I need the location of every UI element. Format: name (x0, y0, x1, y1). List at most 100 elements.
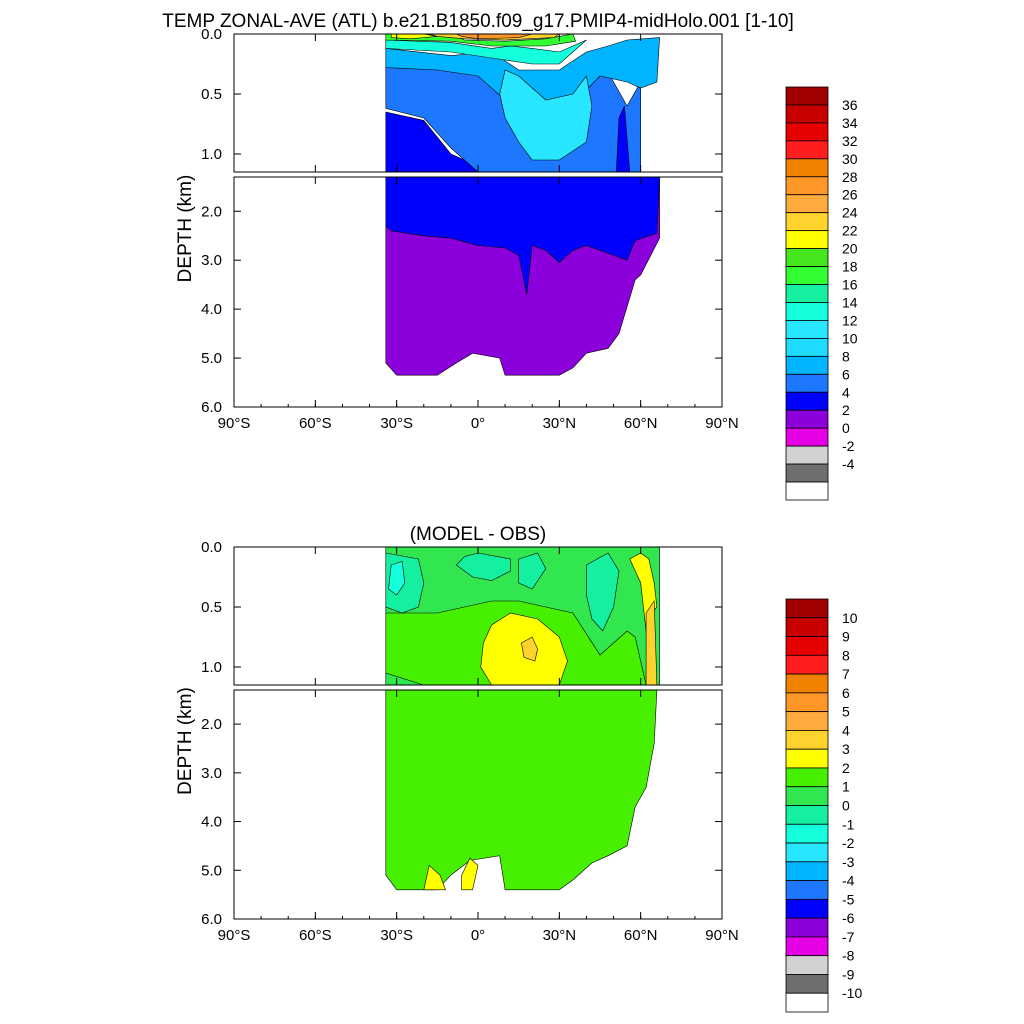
colorbar-swatch (785, 355, 829, 375)
colorbar-swatch (785, 711, 829, 731)
colorbar-swatch (785, 917, 829, 938)
colorbar-label: -5 (842, 891, 855, 907)
colorbar-swatch (785, 861, 829, 881)
x-tick-label: 30°S (380, 927, 413, 944)
contour-region (456, 34, 533, 40)
colorbar-label: 8 (842, 647, 850, 663)
contour-region (518, 552, 547, 590)
colorbar-label: 18 (842, 259, 858, 275)
lower-field (385, 177, 660, 376)
colorbar-label: 2 (842, 760, 850, 776)
y-tick-label: 2.0 (201, 716, 222, 733)
colorbar-swatch (785, 823, 829, 844)
y-tick-label: 0.5 (201, 599, 222, 616)
colorbar-label: -4 (842, 456, 855, 472)
y-tick-label: 4.0 (201, 301, 222, 318)
colorbar-swatch (785, 409, 829, 429)
temp-panel: 90°S 60°S 30°S 0° 30°N 60°N 90°N 0.0 0.5 1.0 2.0 3.… (175, 26, 858, 501)
x-tick-label: 90°S (218, 415, 251, 432)
x-tick-label: 60°N (624, 927, 658, 944)
colorbar-label: -10 (842, 985, 862, 1001)
colorbar-label: 9 (842, 629, 850, 645)
colorbar-label: 26 (842, 187, 858, 203)
colorbar-label: -2 (842, 835, 855, 851)
y-axis-label: DEPTH (km) (175, 175, 196, 283)
y-tick-label: 2.0 (201, 203, 222, 220)
y-axis-label: DEPTH (km) (175, 687, 196, 795)
colorbar-label: 22 (842, 223, 858, 239)
x-tick-label: 90°N (705, 927, 739, 944)
colorbar-label: -1 (842, 816, 855, 832)
difference-title: (MODEL - OBS) (410, 524, 547, 545)
colorbar-swatch (785, 692, 829, 713)
colorbar-label: 6 (842, 685, 850, 701)
lower-field (385, 690, 658, 891)
y-tick-label: 6.0 (201, 399, 222, 416)
colorbar-label: 10 (842, 330, 858, 346)
colorbar-label: 24 (842, 205, 858, 221)
colorbar-swatch (785, 880, 829, 900)
colorbar-label: 28 (842, 169, 858, 185)
colorbar-label: 12 (842, 312, 858, 328)
x-tick-label: 90°S (218, 927, 251, 944)
colorbar-swatch (785, 248, 829, 267)
colorbar-swatch (785, 936, 829, 957)
colorbar-label: 34 (842, 115, 858, 131)
x-tick-label: 60°S (299, 415, 332, 432)
colorbar-label: 4 (842, 384, 850, 400)
colorbar-swatch (785, 122, 829, 142)
x-tick-label: 0° (471, 415, 485, 432)
contour-region (385, 177, 660, 295)
upper-field (385, 547, 660, 685)
colorbar-label: -9 (842, 966, 855, 982)
colorbar-label: 1 (842, 779, 850, 795)
contour-region (385, 690, 658, 891)
colorbar-label: 0 (842, 798, 850, 814)
contour-region (521, 636, 538, 662)
colorbar-swatch (785, 974, 829, 994)
colorbar-swatch (785, 320, 829, 339)
colorbar-swatch (785, 955, 829, 975)
colorbar-label: 32 (842, 133, 858, 149)
x-tick-label: 30°N (543, 415, 577, 432)
colorbar-swatch (785, 373, 829, 393)
y-tick-label: 4.0 (201, 814, 222, 831)
colorbar-swatch (785, 302, 829, 321)
colorbar-swatch (785, 212, 829, 232)
colorbar-swatch (785, 673, 829, 694)
y-tick-label: 1.0 (201, 659, 222, 676)
contour-region (455, 552, 511, 581)
y-tick-label: 6.0 (201, 911, 222, 928)
y-tick-label: 0.5 (201, 86, 222, 103)
colorbar-swatch (785, 140, 829, 160)
colorbar-label: -8 (842, 948, 855, 964)
x-tick-label: 30°N (543, 927, 577, 944)
colorbar-swatch (785, 284, 829, 303)
contour-region (388, 561, 406, 596)
colorbar-label: 4 (842, 722, 850, 738)
colorbar-label: 7 (842, 666, 850, 682)
x-tick-label: 60°S (299, 927, 332, 944)
colorbar-swatch (785, 654, 829, 675)
colorbar-label: 14 (842, 294, 858, 310)
colorbar-label: -6 (842, 910, 855, 926)
colorbar-label: 16 (842, 277, 858, 293)
y-tick-label: 0.0 (201, 26, 222, 43)
colorbar-swatch (785, 337, 829, 357)
colorbar-label: 30 (842, 151, 858, 167)
colorbar-swatch (785, 230, 829, 250)
difference-panel: 90°S 60°S 30°S 0° 30°N 60°N 90°N 0.0 0.5 1.0 2.0 3.… (175, 539, 862, 1013)
colorbar-label: 2 (842, 402, 850, 418)
colorbar-label: 8 (842, 348, 850, 364)
colorbar-label: 10 (842, 610, 858, 626)
colorbar-swatch (785, 427, 829, 447)
contour-region (461, 857, 479, 891)
y-tick-label: 5.0 (201, 862, 222, 879)
contour-region (645, 600, 658, 685)
colorbar-swatch (785, 463, 829, 483)
colorbar-swatch (785, 176, 829, 196)
colorbar-label: -2 (842, 438, 855, 454)
colorbar-label: 6 (842, 366, 850, 382)
colorbar-label: 3 (842, 741, 850, 757)
